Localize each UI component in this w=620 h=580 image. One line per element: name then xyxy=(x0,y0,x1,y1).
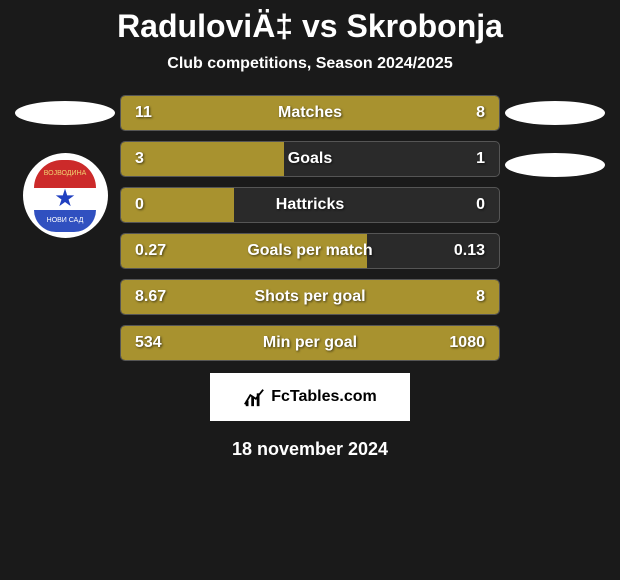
stat-left-value: 0 xyxy=(135,196,144,214)
player-marker-right-1 xyxy=(505,101,605,125)
stat-right-value: 8 xyxy=(476,288,485,306)
stat-right-value: 1080 xyxy=(449,334,485,352)
stat-right-value: 1 xyxy=(476,150,485,168)
badge-star-icon: ★ xyxy=(34,188,96,210)
page-subtitle: Club competitions, Season 2024/2025 xyxy=(0,55,620,73)
stat-label: Hattricks xyxy=(276,196,344,214)
stat-right-value: 0.13 xyxy=(454,242,485,260)
page-title: RaduloviÄ‡ vs Skrobonja xyxy=(0,8,620,45)
stats-column: 11 Matches 8 3 Goals 1 0 Hattricks 0 0.27 Goals pe… xyxy=(120,95,500,361)
comparison-infographic: RaduloviÄ‡ vs Skrobonja Club competition… xyxy=(0,0,620,460)
club-badge-left: ВОЈВОДИНА ★ НОВИ САД xyxy=(23,153,108,238)
badge-bottom-text: НОВИ САД xyxy=(34,210,96,232)
stat-label: Goals per match xyxy=(247,242,372,260)
stat-label: Matches xyxy=(278,104,342,122)
brand-text: FcTables.com xyxy=(271,388,377,406)
stat-label: Min per goal xyxy=(263,334,357,352)
stat-right-value: 8 xyxy=(476,104,485,122)
brand-badge: FcTables.com xyxy=(210,373,410,421)
stat-left-value: 3 xyxy=(135,150,144,168)
stat-label: Goals xyxy=(288,150,332,168)
stat-left-value: 8.67 xyxy=(135,288,166,306)
content-row: ВОЈВОДИНА ★ НОВИ САД 11 Matches 8 3 Goals 1 0 H… xyxy=(0,95,620,361)
player-marker-left xyxy=(15,101,115,125)
footer-date: 18 november 2024 xyxy=(0,439,620,460)
right-column xyxy=(500,95,610,177)
stat-bar: 0.27 Goals per match 0.13 xyxy=(120,233,500,269)
stat-bar: 3 Goals 1 xyxy=(120,141,500,177)
left-column: ВОЈВОДИНА ★ НОВИ САД xyxy=(10,95,120,238)
stat-left-value: 11 xyxy=(135,104,152,122)
stat-bar: 0 Hattricks 0 xyxy=(120,187,500,223)
stat-right-value: 0 xyxy=(476,196,485,214)
stat-bar: 534 Min per goal 1080 xyxy=(120,325,500,361)
chart-icon xyxy=(243,386,265,408)
stat-left-value: 534 xyxy=(135,334,162,352)
stat-bar: 8.67 Shots per goal 8 xyxy=(120,279,500,315)
stat-left-value: 0.27 xyxy=(135,242,166,260)
stat-label: Shots per goal xyxy=(254,288,365,306)
player-marker-right-2 xyxy=(505,153,605,177)
stat-bar: 11 Matches 8 xyxy=(120,95,500,131)
